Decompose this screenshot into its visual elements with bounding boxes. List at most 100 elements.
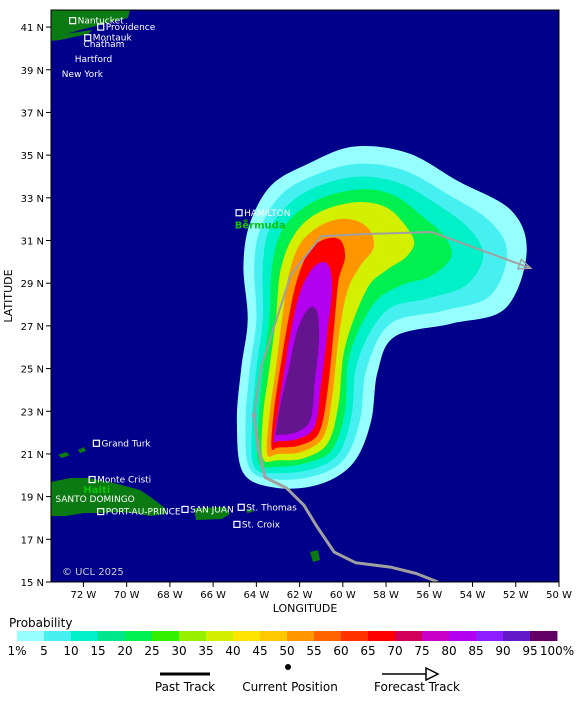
legend-label: 70 (387, 644, 402, 658)
current-position-marker (251, 413, 257, 419)
y-tick-label: 31 N (21, 237, 44, 248)
landmass-bahamas-islet-1 (78, 447, 86, 453)
x-tick-label: 60 W (330, 590, 356, 601)
place-label-montauk: Montauk (93, 34, 133, 44)
legend-swatch-0 (17, 631, 45, 641)
place-marker-hamilton (235, 209, 243, 217)
place-marker-montauk (84, 34, 92, 42)
legend-swatch-15 (422, 631, 450, 641)
x-axis-ticks: 72 W 70 W 68 W 66 W 64 W 62 W 60 W 58 W 56 W 54 W… (71, 582, 572, 601)
place-label-hamilton: HAMILTON (244, 209, 290, 219)
legend-label: 5 (40, 644, 48, 658)
place-marker-nantucket (69, 17, 77, 25)
legend-swatch-6 (179, 631, 207, 641)
place-label-nantucket: Nantucket (78, 17, 125, 27)
y-tick-label: 19 N (21, 493, 44, 504)
place-marker-st-croix (233, 520, 241, 528)
landmass-virgin-islands (246, 509, 253, 513)
place-label-haiti: Haiti (83, 485, 110, 496)
legend-title: Probability (9, 616, 72, 630)
x-tick-label: 64 W (243, 590, 269, 601)
y-tick-label: 35 N (21, 151, 44, 162)
past-track-legend-label: Past Track (155, 680, 215, 694)
y-tick-label: 21 N (21, 450, 44, 461)
place-label-san-juan: SAN JUAN (190, 505, 234, 515)
y-tick-label: 23 N (21, 407, 44, 418)
x-tick-label: 62 W (287, 590, 313, 601)
legend-label: 55 (306, 644, 321, 658)
legend-label: 10 (63, 644, 78, 658)
landmass-bermuda (243, 219, 248, 223)
forecast-track-legend-arrow (425, 666, 440, 682)
landmass-new-england (51, 10, 130, 38)
legend-label: 75 (414, 644, 429, 658)
y-tick-label: 25 N (21, 365, 44, 376)
legend-label: 20 (117, 644, 132, 658)
landmass-leeward-islands (310, 550, 320, 562)
legend-label: 60 (333, 644, 348, 658)
x-tick-label: 54 W (460, 590, 486, 601)
probability-region-95 (275, 306, 320, 437)
landmass-turks-caicos (58, 452, 70, 458)
legend-swatch-13 (368, 631, 396, 641)
place-label-hartford: Hartford (75, 55, 112, 65)
place-label-monte-cristi: Monte Cristi (97, 476, 151, 486)
y-tick-label: 15 N (21, 578, 44, 589)
forecast-track-legend-label: Forecast Track (374, 680, 460, 694)
place-marker-monte-cristi (88, 475, 96, 484)
current-position-legend-label: Current Position (242, 680, 338, 694)
legend-swatch-4 (125, 631, 153, 641)
legend-label: 95 (522, 644, 537, 658)
place-label-grand-turk: Grand Turk (101, 439, 151, 449)
y-tick-label: 17 N (21, 535, 44, 546)
place-label-providence: Providence (106, 23, 156, 33)
legend-swatch-7 (206, 631, 234, 641)
place-label-port-au-prince: PORT-AU-PRINCE (106, 508, 181, 518)
legend-swatch-10 (287, 631, 315, 641)
legend-swatch-3 (98, 631, 126, 641)
y-tick-label: 33 N (21, 194, 44, 205)
forecast-track-line (253, 231, 532, 416)
legend-label: 1% (7, 644, 26, 658)
probability-layer (236, 146, 527, 489)
legend-swatch-17 (476, 631, 504, 641)
legend-swatch-9 (260, 631, 288, 641)
x-tick-label: 56 W (416, 590, 442, 601)
landmass-puerto-rico (194, 507, 230, 520)
place-label-new-york: New York (62, 70, 104, 80)
current-position-legend-marker (285, 664, 291, 670)
legend-label: 50 (279, 644, 294, 658)
plot-border (50, 9, 560, 583)
y-tick-label: 37 N (21, 108, 44, 119)
landmass-long-island (51, 30, 92, 41)
legend-swatch-14 (395, 631, 423, 641)
place-marker-st-thomas (237, 503, 245, 511)
legend-label: 85 (468, 644, 483, 658)
legend-swatch-8 (233, 631, 261, 641)
legend-labels: 1% 5 10 15 20 25 30 35 40 45 50 55 60 65 70 75 80 85 90 95 1… (7, 644, 574, 658)
x-tick-label: 70 W (114, 590, 140, 601)
legend-swatch-18 (503, 631, 531, 641)
legend-swatch-5 (152, 631, 180, 641)
legend-swatch-1 (44, 631, 72, 641)
y-axis-ticks: 41 N 39 N 37 N 35 N 33 N 31 N 29 N 27 N 25 N 23 N… (21, 23, 51, 589)
y-tick-label: 39 N (21, 66, 44, 77)
past-track-line (252, 415, 439, 582)
place-label-bermuda: Bermuda (235, 221, 286, 232)
legend-label: 100% (540, 644, 574, 658)
place-label-st-thomas: St. Thomas (246, 503, 297, 513)
x-tick-label: 66 W (200, 590, 226, 601)
place-marker-grand-turk (92, 439, 100, 447)
x-tick-label: 52 W (503, 590, 529, 601)
place-marker-providence (97, 23, 105, 31)
y-tick-label: 41 N (21, 23, 44, 34)
legend-swatch-100 (530, 631, 557, 641)
legend-swatch-2 (71, 631, 99, 641)
place-marker-port-au-prince (97, 507, 105, 516)
land-layer (51, 10, 320, 562)
storm-track-layer (251, 231, 533, 582)
x-tick-label: 58 W (373, 590, 399, 601)
